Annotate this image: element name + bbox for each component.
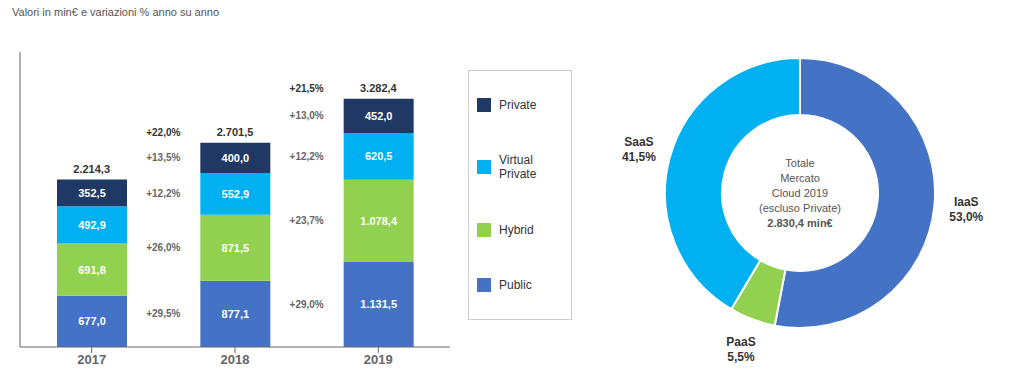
svg-text:IaaS53,0%: IaaS53,0% [949,195,983,224]
svg-text:3.282,4: 3.282,4 [360,82,398,94]
svg-text:+12,2%: +12,2% [290,151,324,162]
svg-text:2.701,5: 2.701,5 [217,126,254,138]
html-text:Virtual Private: Virtual Private [499,153,537,182]
html-text:Public: Public [499,278,532,293]
svg-text:2019: 2019 [364,352,393,367]
html-text:Mercato: Mercato [780,171,820,184]
svg-text:552,9: 552,9 [222,188,250,200]
svg-text:+13,0%: +13,0% [290,110,324,121]
svg-text:871,5: 871,5 [222,242,250,254]
svg-text:691,8: 691,8 [78,264,106,276]
svg-text:1.131,5: 1.131,5 [360,298,397,310]
svg-text:+22,0%: +22,0% [146,127,180,138]
svg-text:SaaS41,5%: SaaS41,5% [622,135,656,164]
svg-text:452,0: 452,0 [365,110,393,122]
html-text:Valori in min€ e variazioni %: Valori in min€ e variazioni % anno su an… [12,6,220,18]
svg-text:+12,2%: +12,2% [146,188,180,199]
svg-text:2018: 2018 [221,352,250,367]
html-text:(escluso Private): (escluso Private) [759,201,841,214]
svg-text:677,0: 677,0 [78,315,106,327]
html-text:Hybrid: Hybrid [499,222,534,237]
svg-text:400,0: 400,0 [222,152,250,164]
svg-text:+26,0%: +26,0% [146,242,180,253]
html-text:2.830,4 min€: 2.830,4 min€ [767,216,833,229]
html-text:Private: Private [499,97,537,112]
svg-text:877,1: 877,1 [222,308,250,320]
svg-text:2017: 2017 [77,352,106,367]
svg-text:1.078,4: 1.078,4 [360,215,398,227]
svg-text:+23,7%: +23,7% [290,215,324,226]
html-text:Cloud 2019: Cloud 2019 [771,186,829,199]
svg-text:+29,5%: +29,5% [146,308,180,319]
svg-text:PaaS5,5%: PaaS5,5% [726,335,755,364]
svg-text:352,5: 352,5 [78,187,106,199]
html-text:Totale: Totale [785,156,815,169]
svg-text:492,9: 492,9 [78,219,106,231]
svg-text:+21,5%: +21,5% [290,83,324,94]
svg-text:+13,5%: +13,5% [146,152,180,163]
svg-text:2.214,3: 2.214,3 [73,163,110,175]
svg-text:620,5: 620,5 [365,150,393,162]
svg-text:+29,0%: +29,0% [290,299,324,310]
